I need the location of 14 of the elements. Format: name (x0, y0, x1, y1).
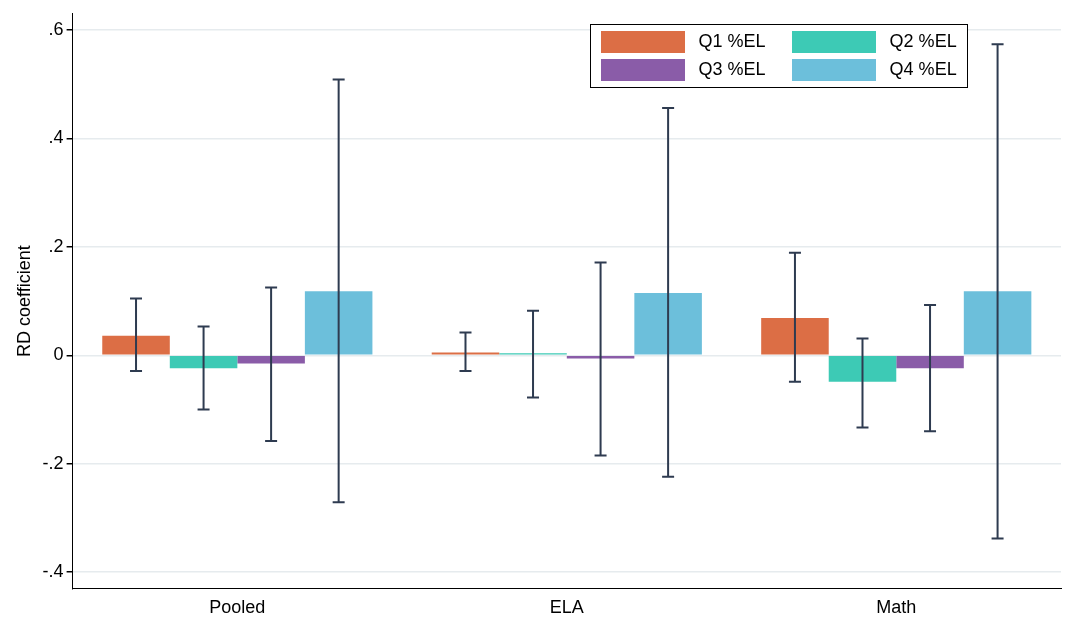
y-tick-label: -.4 (42, 561, 64, 582)
y-tick-label: 0 (53, 344, 64, 365)
y-tick-label: .2 (48, 235, 64, 256)
legend-label: Q2 %EL (889, 31, 957, 53)
y-axis-title: RD coefficient (13, 245, 34, 357)
y-tick-label: .4 (48, 127, 64, 148)
y-tick-label: .6 (48, 19, 64, 40)
x-tick-label: ELA (549, 597, 584, 618)
y-tick-label: -.2 (42, 452, 64, 473)
x-tick-label: Pooled (209, 597, 266, 618)
legend-label: Q4 %EL (889, 59, 957, 81)
legend-label: Q1 %EL (698, 31, 766, 53)
legend-label: Q3 %EL (698, 59, 766, 81)
x-tick-label: Math (876, 597, 917, 618)
